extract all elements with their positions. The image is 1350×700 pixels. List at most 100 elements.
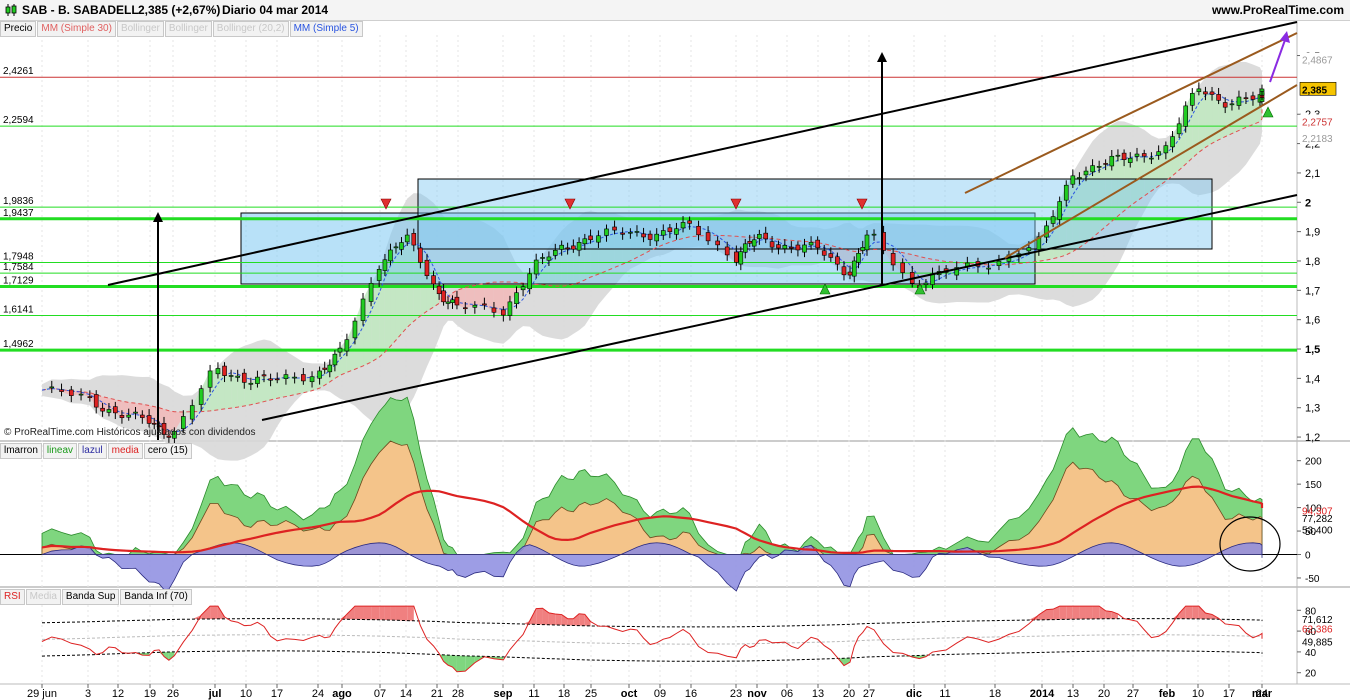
candle-body: [641, 233, 646, 238]
mm-fill: [277, 374, 286, 399]
mm-fill: [1117, 155, 1125, 217]
candle-body: [445, 301, 451, 304]
x-tick-label: 18: [989, 688, 1001, 700]
candle-body: [424, 259, 430, 277]
rsi-overbought-fill: [548, 612, 556, 625]
x-tick-label: 2014: [1030, 688, 1055, 700]
mm-fill: [1144, 156, 1152, 196]
price-tag-label: 2,2183: [1302, 134, 1333, 145]
candle-body: [126, 414, 132, 418]
candle-body: [215, 368, 221, 375]
mm-fill: [426, 275, 434, 312]
mm-fill: [1225, 103, 1232, 137]
mm-fill: [433, 283, 440, 308]
candle-body: [856, 253, 861, 263]
y-tick-label: 1,3: [1305, 403, 1320, 415]
x-tick-label: 20: [843, 688, 855, 700]
price-tag: [1300, 131, 1336, 145]
copyright-note: © ProRealTime.com Históricos ajustados c…: [4, 427, 256, 438]
legend-banda-sup[interactable]: Banda Sup: [61, 589, 120, 605]
candle-body: [491, 307, 497, 313]
candle-body: [527, 273, 532, 290]
candle-body: [146, 415, 152, 424]
candle-body: [1163, 145, 1169, 154]
candle-body: [436, 285, 442, 295]
x-tick-label: 26: [167, 688, 179, 700]
candle-body: [241, 372, 247, 383]
x-tick-label: 11: [939, 688, 950, 700]
legend-boll-1[interactable]: Bollinger: [116, 21, 164, 37]
candle-body: [851, 260, 857, 277]
osc-tick-label: 50: [1305, 527, 1317, 538]
price-tag: [1300, 52, 1336, 66]
candle-body: [802, 244, 807, 253]
price-tag: [1299, 81, 1337, 96]
candlestick-icon: [5, 4, 17, 16]
candle-body: [1083, 170, 1089, 176]
rsi-overbought-fill: [1185, 606, 1193, 619]
level-label: 1,7584: [3, 262, 34, 273]
last-price: 2,385 (+2,67%): [138, 3, 221, 17]
candle-body: [172, 430, 177, 439]
legend-precio[interactable]: Precio: [0, 21, 37, 37]
target-arrow: [1269, 39, 1286, 83]
x-tick-label: 27: [863, 688, 875, 700]
legend-lineav[interactable]: lineav: [42, 443, 78, 459]
mm-fill: [1079, 171, 1086, 248]
x-tick-label: sep: [494, 688, 513, 700]
candle-body: [255, 376, 260, 384]
y-tick-label: 1,4: [1305, 373, 1320, 385]
candle-body: [1189, 93, 1195, 106]
candle-body: [588, 235, 593, 241]
candle-body: [565, 247, 570, 250]
y-tick-label: 1,7: [1305, 285, 1320, 297]
candle-body: [1090, 165, 1095, 173]
legend-media-rsi[interactable]: Media: [25, 589, 61, 605]
legend-boll-2[interactable]: Bollinger: [164, 21, 212, 37]
candle-body: [322, 367, 328, 370]
rsi-oversold-fill: [465, 655, 475, 672]
rsi-overbought-fill: [1046, 609, 1054, 620]
chart-date: Diario 04 mar 2014: [222, 3, 329, 17]
instrument-title: SAB - B. SABADELL: [22, 3, 139, 17]
candle-body: [769, 241, 775, 248]
brand-link[interactable]: www.ProRealTime.com: [1211, 3, 1344, 17]
x-tick-label: 20: [1098, 688, 1110, 700]
candle-body: [207, 370, 213, 388]
legend-mm30[interactable]: MM (Simple 30): [37, 21, 116, 37]
candle-body: [751, 239, 757, 247]
legend-lazul[interactable]: lazul: [78, 443, 107, 459]
rsi-legend: RSI Media Banda Sup Banda Inf (70): [0, 589, 193, 605]
legend-rsi[interactable]: RSI: [0, 589, 25, 605]
candle-body: [520, 286, 526, 291]
legend-banda-inf[interactable]: Banda Inf (70): [120, 589, 192, 605]
legend-lmarron[interactable]: lmarron: [0, 443, 42, 459]
x-tick-label: 25: [585, 688, 597, 700]
candle-body: [1070, 175, 1076, 185]
rsi-tick-label: 60: [1305, 627, 1317, 638]
rsi-tick-label: 20: [1305, 669, 1317, 680]
rsi-oversold-fill: [443, 654, 449, 666]
candle-body: [113, 406, 118, 414]
legend-mm5[interactable]: MM (Simple 5): [289, 21, 363, 37]
legend-cero[interactable]: cero (15): [143, 443, 192, 459]
x-tick-label: 17: [271, 688, 283, 700]
candle-body: [986, 267, 991, 270]
level-label: 1,4962: [3, 339, 34, 350]
candle-body: [189, 405, 195, 420]
candle-body: [68, 389, 74, 396]
x-tick-label: ago: [332, 688, 352, 700]
x-tick-label: 09: [654, 688, 666, 700]
rsi-overbought-fill: [1028, 614, 1039, 621]
osc-tick-label: 0: [1305, 551, 1311, 562]
legend-media[interactable]: media: [107, 443, 143, 459]
rsi-overbought-fill: [1172, 613, 1180, 619]
legend-boll-3[interactable]: Bollinger (20,2): [212, 21, 289, 37]
rsi-oversold-fill: [448, 655, 453, 667]
rsi-overbought-fill: [561, 614, 568, 626]
candle-body: [301, 374, 306, 382]
x-tick-label: 13: [812, 688, 824, 700]
x-tick-label: feb: [1159, 688, 1176, 700]
candle-body: [1203, 91, 1208, 95]
